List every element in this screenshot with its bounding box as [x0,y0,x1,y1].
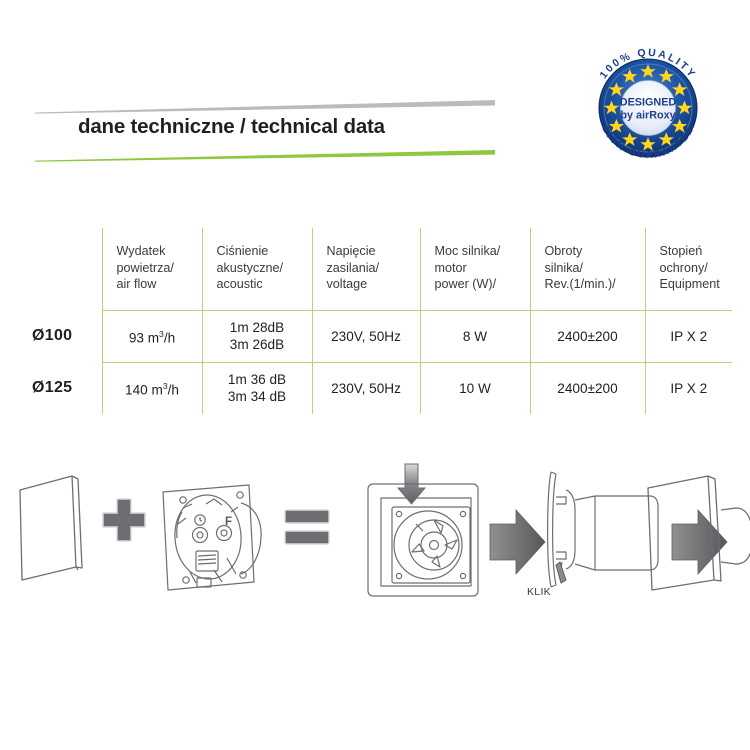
header-acoustic: Ciśnienie akustyczne/ acoustic [201,228,312,311]
cell-voltage: 230V, 50Hz [311,310,420,363]
badge-center-line2: by airRoxy [620,110,675,122]
air-flow-unit-exponent: 3 [159,328,164,339]
quality-badge: 100% QUALITY 100% GUARANTEE DESIGNED by … [578,38,718,178]
cell-revolutions: 2400±200 [529,310,645,363]
air-flow-value: 140 [125,382,148,398]
cell-air-flow: 93 m3/h [101,310,202,363]
header-voltage: Napięcie zasilania/ voltage [311,228,420,311]
badge-center-line1: DESIGNED [620,97,677,109]
front-panel-illustration [19,475,83,581]
fan-body-illustration [162,484,262,591]
specifications-table: Wydatek powietrza/ air flow Ciśnienie ak… [20,228,732,414]
assembly-diagram: F [0,452,750,652]
arrow-right-icon-1 [489,508,546,576]
cell-motor-power: 10 W [419,362,530,414]
green-rule-decoration [35,150,495,162]
klik-arrow-icon [555,561,567,584]
header-protection: Stopień ochrony/ Equipment [644,228,732,311]
table-row: Ø125 140 m3/h 1m 36 dB 3m 34 dB 230V, 50… [20,362,732,414]
cell-protection: IP X 2 [644,362,732,414]
header-air-flow: Wydatek powietrza/ air flow [101,228,202,311]
klik-label: KLIK [527,586,551,598]
header-revolutions: Obroty silnika/ Rev.(1/min.)/ [529,228,645,311]
title-block: dane techniczne / technical data [0,92,520,172]
cell-diameter: Ø100 [32,327,73,344]
cell-acoustic: 1m 28dB 3m 26dB [201,310,312,363]
page-title: dane techniczne / technical data [78,115,385,138]
cell-air-flow: 140 m3/h [101,362,202,414]
gray-rule-decoration [35,100,495,114]
header-diameter [20,228,102,310]
cell-protection: IP X 2 [644,310,732,363]
air-flow-unit-exponent: 3 [162,380,168,391]
table-header-row: Wydatek powietrza/ air flow Ciśnienie ak… [20,228,732,311]
cell-diameter: Ø125 [32,379,73,396]
finished-assembly-illustration [647,475,750,591]
cell-motor-power: 8 W [419,310,530,363]
cell-voltage: 230V, 50Hz [311,362,420,414]
air-flow-unit-base: m [151,382,163,398]
assembly-diagram-graphic: F [19,463,728,597]
badge-stars [603,64,693,151]
air-flow-unit-base: m [147,330,160,346]
cell-acoustic: 1m 36 dB 3m 34 dB [201,362,312,414]
table-row: Ø100 93 m3/h 1m 28dB 3m 26dB 230V, 50Hz … [20,310,732,363]
plus-sign [102,498,146,542]
badge-graphic: 100% QUALITY 100% GUARANTEE DESIGNED by … [591,47,705,165]
air-flow-unit-tail: /h [167,382,179,398]
side-view-click-illustration [547,471,659,588]
air-flow-value: 93 [128,330,144,346]
equals-sign [284,509,330,545]
cell-revolutions: 2400±200 [529,362,645,414]
fan-knob-label-f: F [225,516,232,528]
wall-mounted-fan-illustration [367,483,479,597]
header-motor-power: Moc silnika/ motor power (W)/ [419,228,530,311]
air-flow-unit-tail: /h [163,330,176,346]
